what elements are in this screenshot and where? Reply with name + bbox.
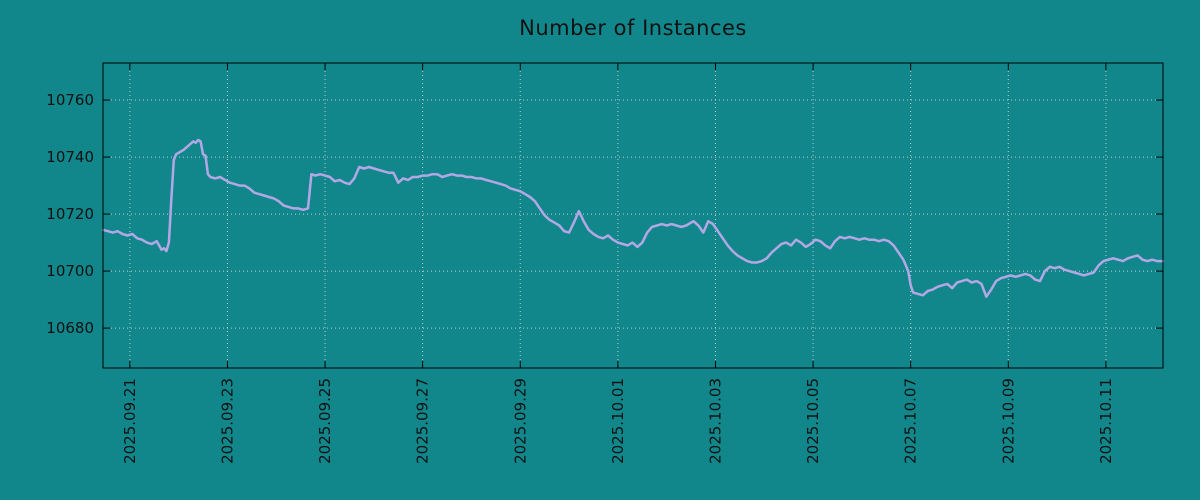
axis-tick-marks <box>103 63 1163 368</box>
x-axis-label: 2025.10.05 <box>804 378 822 464</box>
x-axis-label: 2025.10.01 <box>609 378 627 464</box>
x-axis-label: 2025.09.23 <box>218 378 236 464</box>
y-axis-label: 10760 <box>46 91 94 109</box>
x-axis-label: 2025.10.11 <box>1097 378 1115 464</box>
x-axis-label: 2025.09.29 <box>511 378 529 464</box>
axis-tick-labels: 2025.09.21 2025.09.23 2025.09.25 2025.09.27… <box>46 91 1115 464</box>
x-axis-label: 2025.09.27 <box>414 378 432 464</box>
data-series <box>101 138 1165 298</box>
x-axis-label: 2025.09.25 <box>316 378 334 464</box>
x-axis-label: 2025.10.09 <box>999 378 1017 464</box>
grid-lines <box>103 63 1163 368</box>
y-axis-label: 10740 <box>46 148 94 166</box>
x-axis-label: 2025.10.03 <box>706 378 724 464</box>
x-axis-label: 2025.10.07 <box>902 378 920 464</box>
y-axis-label: 10700 <box>46 262 94 280</box>
plot-border <box>102 62 1164 369</box>
y-axis-label: 10680 <box>46 319 94 337</box>
series-line <box>101 138 1165 298</box>
x-axis-label: 2025.09.21 <box>121 378 139 464</box>
chart-title: Number of Instances <box>519 16 747 40</box>
y-axis-label: 10720 <box>46 205 94 223</box>
